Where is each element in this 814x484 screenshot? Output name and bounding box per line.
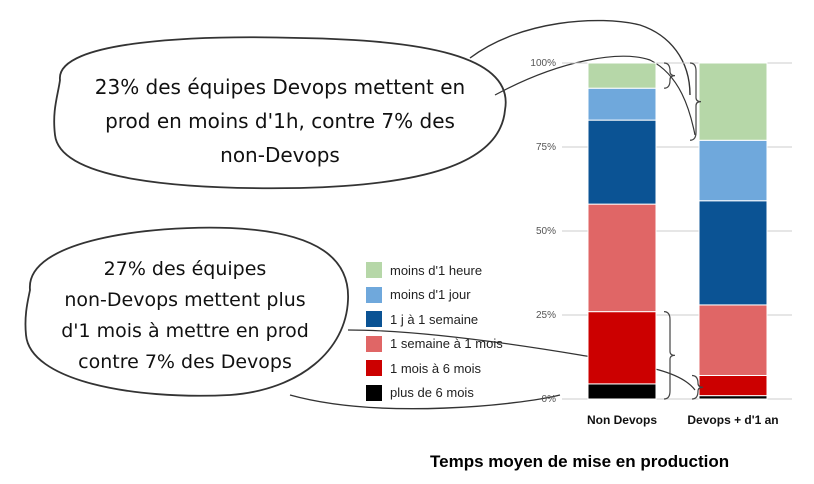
bottom-speech-bubble [24, 226, 349, 397]
bar-segment [698, 200, 768, 306]
top-bubble-line: 23% des équipes Devops mettent en [94, 75, 466, 99]
bar-segment [698, 62, 768, 141]
legend-label: 1 j à 1 semaine [390, 311, 479, 327]
legend-swatch [366, 311, 382, 328]
legend-swatch [366, 384, 382, 401]
legend-item: 1 semaine à 1 mois [366, 332, 503, 357]
top-speech-bubble [53, 36, 507, 190]
chart-legend: moins d'1 heure moins d'1 jour 1 j à 1 sem… [366, 258, 503, 405]
bar-segment [587, 62, 657, 89]
legend-label: 1 semaine à 1 mois [390, 336, 503, 352]
bottom-bubble-line: non-Devops mettent plus [64, 289, 306, 311]
bar-segment [587, 311, 657, 385]
top-bubble-text: 23% des équipes Devops mettent en prod e… [60, 70, 500, 172]
y-tick-label: 75% [536, 142, 556, 153]
y-tick-label: 25% [536, 310, 556, 321]
legend-label: 1 mois à 6 mois [390, 360, 482, 376]
legend-swatch [366, 286, 382, 303]
legend-swatch [366, 335, 382, 352]
top-bubble-pointer [469, 19, 691, 96]
top-bubble-line: non-Devops [220, 143, 340, 167]
legend-item: moins d'1 heure [366, 258, 503, 283]
bottom-bubble-line: 27% des équipes [103, 258, 267, 280]
bottom-bubble-pointer-2 [347, 329, 696, 391]
x-category-label: Non Devops [587, 413, 657, 427]
bottom-bubble-line: contre 7% des Devops [78, 351, 292, 373]
legend-swatch [366, 262, 382, 279]
y-tick-label: 50% [536, 226, 556, 237]
top-bubble-pointer-2 [494, 55, 696, 136]
legend-item: 1 mois à 6 mois [366, 356, 503, 381]
bottom-bubble-line: d'1 mois à mettre en prod [61, 320, 309, 342]
y-tick-label: 0% [542, 394, 557, 405]
legend-item: plus de 6 mois [366, 381, 503, 406]
legend-label: moins d'1 jour [390, 287, 471, 303]
legend-label: plus de 6 mois [390, 385, 474, 401]
legend-item: moins d'1 jour [366, 283, 503, 308]
bottom-bubble-text: 27% des équipes non-Devops mettent plus … [30, 254, 340, 378]
bar-segment [698, 304, 768, 376]
bar-segment [587, 119, 657, 205]
legend-swatch [366, 360, 382, 377]
brace-annotation [663, 62, 676, 89]
bar-segment [587, 87, 657, 121]
bar-segment [587, 203, 657, 313]
bar-segment [698, 139, 768, 202]
brace-annotation [663, 311, 676, 400]
y-tick-label: 100% [530, 58, 556, 69]
brace-annotation [689, 62, 702, 141]
bottom-bubble-pointer [289, 394, 561, 410]
x-category-label: Devops + d'1 an [687, 413, 778, 427]
brace-annotation [691, 374, 704, 400]
legend-item: 1 j à 1 semaine [366, 307, 503, 332]
bar-segment [698, 395, 768, 400]
top-bubble-line: prod en moins d'1h, contre 7% des [105, 109, 455, 133]
legend-label: moins d'1 heure [390, 262, 483, 278]
bar-segment [698, 374, 768, 397]
bar-segment [587, 383, 657, 400]
chart-title: Temps moyen de mise en production [430, 452, 730, 471]
